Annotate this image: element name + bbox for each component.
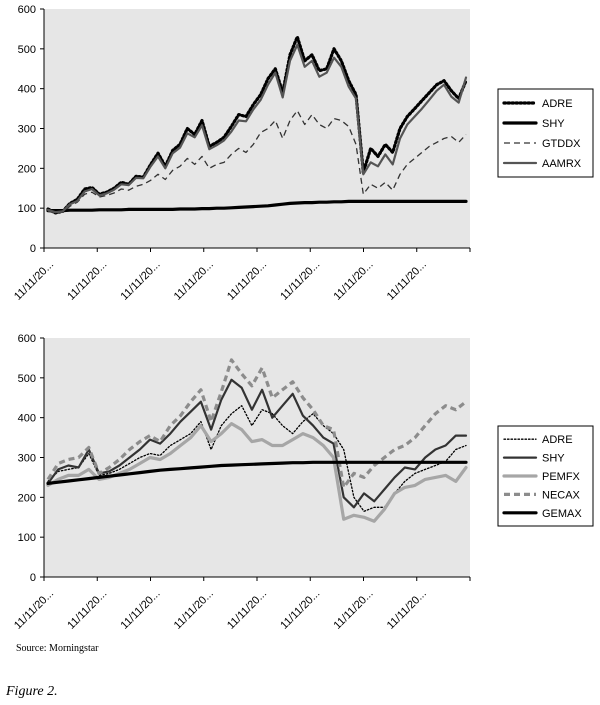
y-tick-label: 600 <box>18 333 36 345</box>
x-tick-label: 11/11/20... <box>12 588 56 632</box>
series-line-shy <box>46 199 468 213</box>
y-tick-label: 0 <box>30 572 36 584</box>
x-tick-label: 11/11/20... <box>12 259 56 303</box>
legend-label-pemfx: PEMFX <box>542 471 581 483</box>
plot-area <box>44 338 470 577</box>
legend-label-aamrx: AAMRX <box>542 158 582 170</box>
x-tick-label: 11/11/20... <box>332 588 376 632</box>
x-tick-label: 11/11/20... <box>385 588 429 632</box>
y-tick-label: 300 <box>18 124 36 136</box>
series-line-gtddx <box>47 109 467 214</box>
x-tick-label: 11/11/20... <box>385 259 429 303</box>
y-tick-label: 100 <box>18 203 36 215</box>
y-tick-label: 400 <box>18 84 36 96</box>
legend-label-shy: SHY <box>542 118 565 130</box>
legend-label-gtddx: GTDDX <box>542 138 581 150</box>
source-note: Source: Morningstar <box>16 643 99 654</box>
x-tick-label: 11/11/20... <box>119 259 163 303</box>
x-tick-label: 11/11/20... <box>172 588 216 632</box>
legend-label-gemax: GEMAX <box>542 508 582 520</box>
legend-label-adre: ADRE <box>542 434 573 446</box>
legend-label-shy: SHY <box>542 453 565 465</box>
series-line-shy <box>46 378 468 509</box>
y-tick-label: 600 <box>18 4 36 16</box>
y-tick-label: 200 <box>18 492 36 504</box>
y-tick-label: 0 <box>30 243 36 255</box>
legend-label-necax: NECAX <box>542 489 581 501</box>
y-tick-label: 100 <box>18 532 36 544</box>
series-line-gemax <box>46 460 468 485</box>
y-tick-label: 300 <box>18 453 36 465</box>
x-tick-label: 11/11/20... <box>65 588 109 632</box>
y-tick-label: 500 <box>18 44 36 56</box>
x-tick-label: 11/11/20... <box>278 588 322 632</box>
series-line-aamrx <box>46 43 468 214</box>
legend: ADRE SHY PEMFX NECAX GEMAX <box>497 425 594 527</box>
x-tick-label: 11/11/20... <box>332 259 376 303</box>
y-tick-label: 500 <box>18 373 36 385</box>
series-line-necax <box>46 358 467 489</box>
y-tick-label: 400 <box>18 413 36 425</box>
x-tick-label: 11/11/20... <box>119 588 163 632</box>
y-tick-label: 200 <box>18 163 36 175</box>
x-tick-label: 11/11/20... <box>65 259 109 303</box>
x-tick-label: 11/11/20... <box>172 259 216 303</box>
x-tick-label: 11/11/20... <box>225 259 269 303</box>
series-line-adre <box>47 405 467 512</box>
figure-caption: Figure 2. <box>6 684 58 699</box>
x-tick-label: 11/11/20... <box>278 259 322 303</box>
legend-label-adre: ADRE <box>542 98 573 110</box>
x-tick-label: 11/11/20... <box>225 588 269 632</box>
series-line-adre <box>46 35 468 215</box>
legend: ADRE SHY GTDDX AAMRX <box>497 88 594 178</box>
